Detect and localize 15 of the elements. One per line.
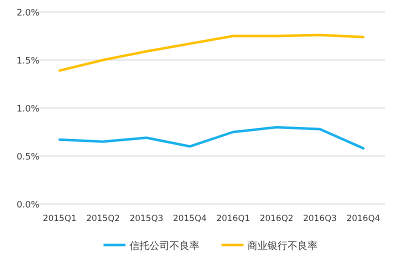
y-tick-label: 2.0%	[16, 8, 40, 18]
x-tick-label: 2016Q2	[260, 214, 294, 224]
x-tick-label: 2016Q1	[216, 214, 250, 224]
x-tick-label: 2015Q3	[130, 214, 164, 224]
x-tick-label: 2015Q2	[86, 214, 120, 224]
x-tick-label: 2016Q3	[303, 214, 337, 224]
x-tick-label: 2015Q1	[42, 214, 77, 224]
x-tick-label: 2016Q4	[346, 214, 380, 224]
y-tick-label: 0.5%	[16, 152, 40, 162]
y-tick-label: 0.0%	[16, 200, 40, 210]
legend-label: 信托公司不良率	[130, 240, 200, 252]
x-tick-label: 2015Q4	[172, 214, 207, 224]
legend-label: 商业银行不良率	[248, 240, 318, 252]
y-tick-label: 1.0%	[16, 104, 40, 114]
y-tick-label: 1.5%	[16, 56, 40, 66]
